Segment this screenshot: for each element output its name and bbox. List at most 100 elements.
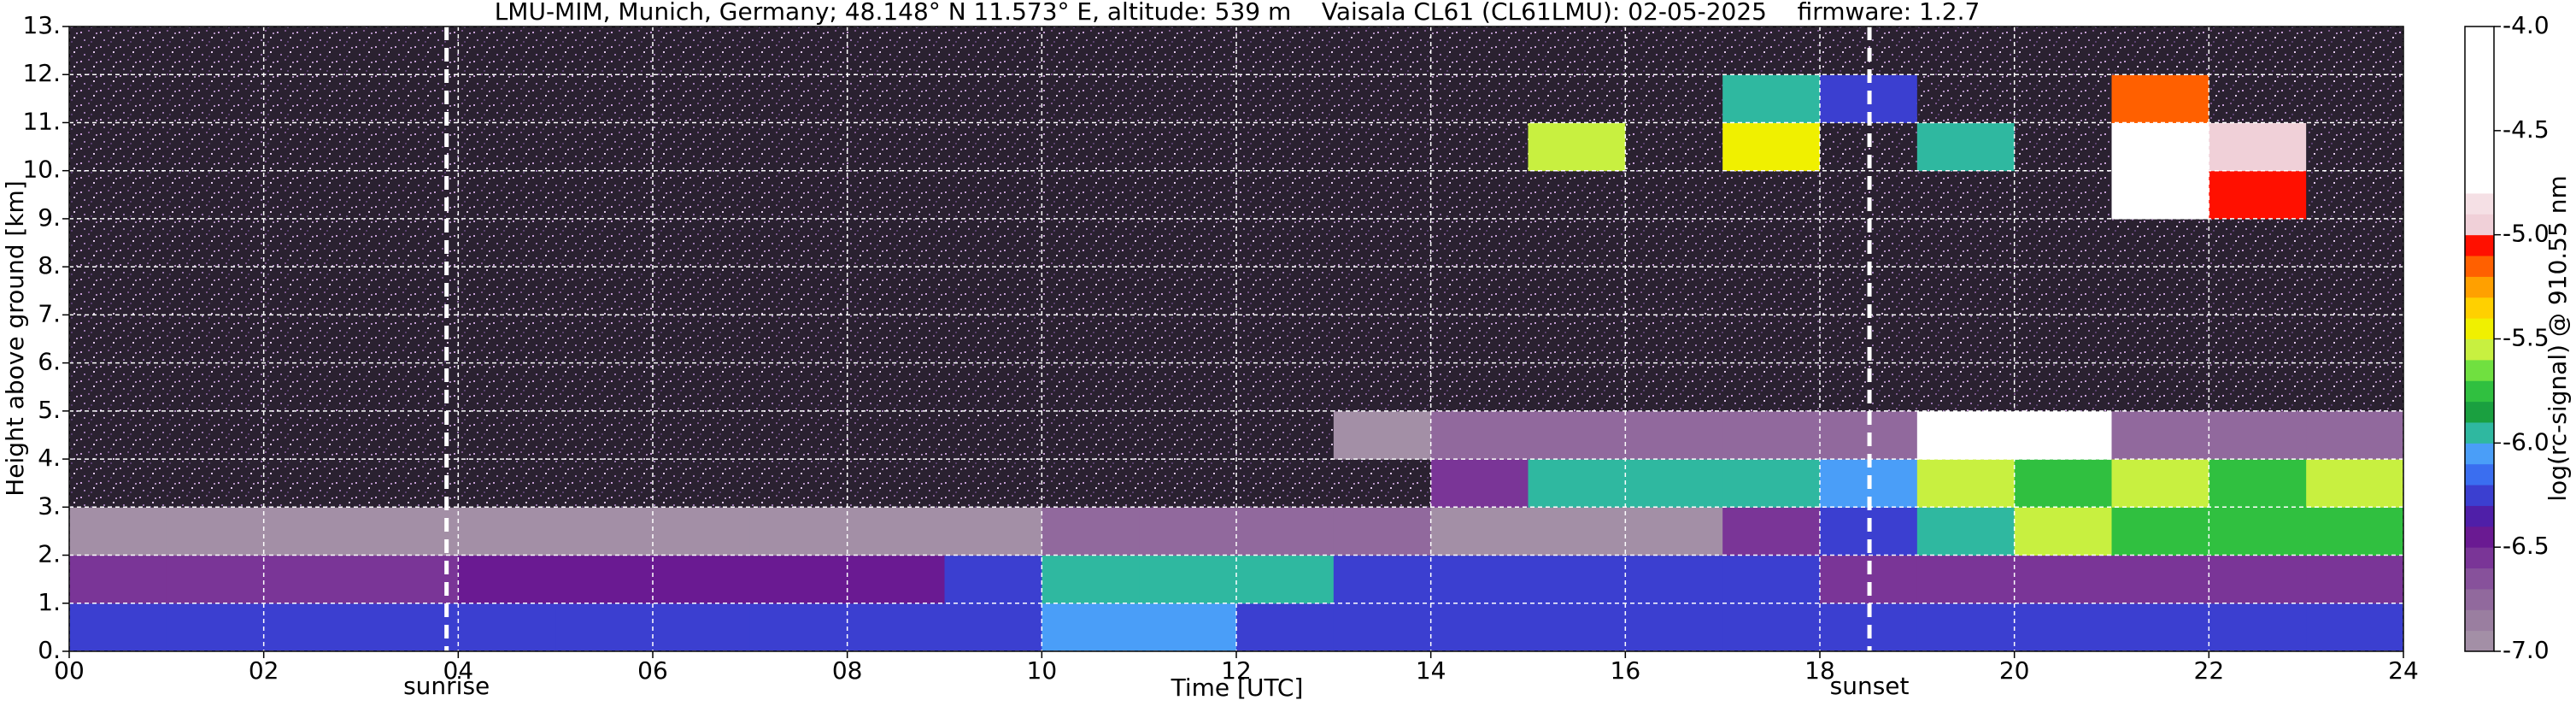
heat-cell xyxy=(944,267,1042,315)
colorbar-segment xyxy=(2465,463,2494,485)
heat-cell xyxy=(1722,74,1821,123)
heat-cell xyxy=(1430,555,1529,604)
heat-cell xyxy=(1430,26,1529,75)
heat-cell xyxy=(69,26,167,75)
heat-cell xyxy=(1042,603,1140,652)
heat-cell xyxy=(944,410,1042,460)
heat-cell xyxy=(944,315,1042,364)
heat-cell xyxy=(749,26,848,75)
heat-cell xyxy=(1042,507,1140,556)
heat-cell xyxy=(847,555,945,604)
heat-cell xyxy=(2306,459,2404,508)
x-tick-label: 18 xyxy=(1804,656,1835,685)
heat-cell xyxy=(1333,26,1432,75)
y-tick-label: 13. xyxy=(22,11,61,39)
heat-cell xyxy=(1625,507,1723,556)
heat-cell xyxy=(1042,410,1140,460)
heat-cell xyxy=(458,555,556,604)
heat-cell xyxy=(653,218,751,268)
heat-cell xyxy=(361,170,459,220)
heat-cell xyxy=(2111,267,2209,315)
heat-cell xyxy=(263,26,361,75)
heat-cell xyxy=(458,218,556,268)
y-tick-label: 2. xyxy=(38,540,61,568)
y-tick-label: 3. xyxy=(38,491,61,520)
heat-cell xyxy=(2014,507,2112,556)
heat-cell xyxy=(2306,26,2404,75)
heat-cell xyxy=(847,507,945,556)
heat-cell xyxy=(263,170,361,220)
heat-cell xyxy=(555,362,654,412)
heat-cell xyxy=(458,122,556,172)
heat-cell xyxy=(1625,218,1723,268)
heat-cell xyxy=(2209,122,2307,172)
heat-cell xyxy=(361,410,459,460)
heat-cell xyxy=(263,362,361,412)
heat-cell xyxy=(2014,603,2112,652)
x-tick-label: 16 xyxy=(1611,656,1641,685)
heat-cell xyxy=(749,410,848,460)
heat-cell xyxy=(1722,218,1821,268)
heat-cell xyxy=(1430,170,1529,220)
heat-cell xyxy=(1333,362,1432,412)
heat-cell xyxy=(2209,459,2307,508)
heat-cell xyxy=(944,26,1042,75)
heat-cell xyxy=(361,459,459,508)
heat-cell xyxy=(1528,315,1626,364)
heat-cell xyxy=(1042,170,1140,220)
heat-cell xyxy=(2111,122,2209,172)
heat-cell xyxy=(361,362,459,412)
heat-cell xyxy=(2306,315,2404,364)
heat-cell xyxy=(555,122,654,172)
heat-cell xyxy=(847,26,945,75)
heat-cell xyxy=(2209,603,2307,652)
heat-cell xyxy=(458,267,556,315)
heat-cell xyxy=(749,170,848,220)
colorbar-tick-label: -5.0 xyxy=(2503,220,2550,248)
heat-cell xyxy=(263,507,361,556)
heat-cell xyxy=(653,74,751,123)
colorbar-segment xyxy=(2465,151,2494,174)
heat-cell xyxy=(1528,74,1626,123)
heat-cell xyxy=(1139,170,1237,220)
heat-cell xyxy=(361,603,459,652)
heat-cell xyxy=(1236,507,1335,556)
heat-cell xyxy=(555,74,654,123)
heat-cell xyxy=(2111,170,2209,220)
colorbar-label: log(rc-signal) @ 910.55 nm xyxy=(2544,175,2572,501)
heat-cell xyxy=(1722,267,1821,315)
heat-cell xyxy=(1333,555,1432,604)
heat-cell xyxy=(653,555,751,604)
heat-cell xyxy=(69,74,167,123)
heat-cell xyxy=(847,410,945,460)
heat-cell xyxy=(1139,74,1237,123)
heat-cell xyxy=(458,170,556,220)
heat-cell xyxy=(166,170,265,220)
heat-cell xyxy=(1042,459,1140,508)
heat-cell xyxy=(1139,267,1237,315)
heat-cell xyxy=(69,555,167,604)
heat-cell xyxy=(1528,267,1626,315)
heat-cell xyxy=(263,74,361,123)
heat-cell xyxy=(1139,555,1237,604)
colorbar-tick-label: -7.0 xyxy=(2503,636,2550,664)
heat-cell xyxy=(263,267,361,315)
heat-cell xyxy=(1236,410,1335,460)
heat-cell xyxy=(166,74,265,123)
heat-cell xyxy=(1625,555,1723,604)
heat-cell xyxy=(458,459,556,508)
colorbar-segment xyxy=(2465,234,2494,256)
chart-title: LMU-MIM, Munich, Germany; 48.148° N 11.5… xyxy=(495,0,1980,26)
heat-cell xyxy=(1528,459,1626,508)
heat-cell xyxy=(749,507,848,556)
heat-cell xyxy=(1139,26,1237,75)
colorbar-segment xyxy=(2465,568,2494,590)
heat-cell xyxy=(2209,26,2307,75)
heat-cell xyxy=(1722,362,1821,412)
heat-cell xyxy=(1333,74,1432,123)
colorbar-segment xyxy=(2465,214,2494,236)
heat-cell xyxy=(555,507,654,556)
colorbar-segment xyxy=(2465,338,2494,361)
y-tick-label: 6. xyxy=(38,348,61,376)
heat-cell xyxy=(1333,122,1432,172)
